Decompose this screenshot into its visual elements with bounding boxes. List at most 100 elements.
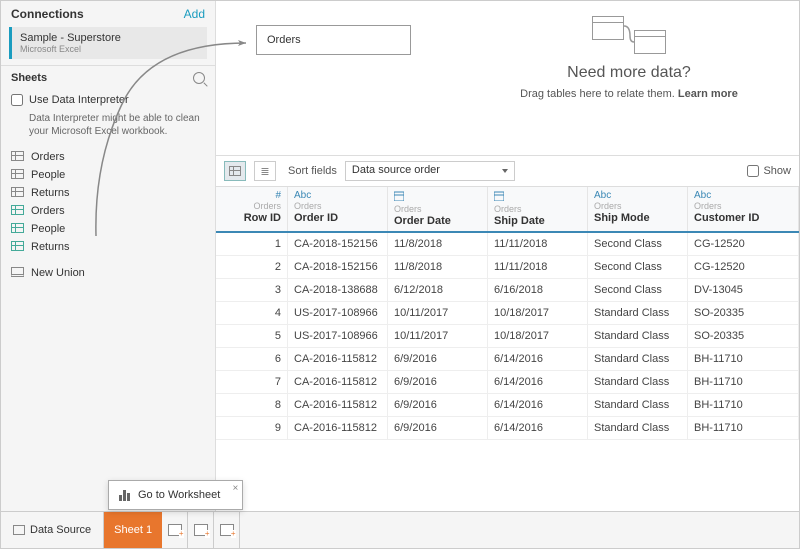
grid-toolbar: ≣ Sort fields Data source order Show — [216, 156, 799, 187]
relationship-canvas[interactable]: Orders Need more data? Drag tables here … — [216, 1, 799, 156]
cell: CA-2016-115812 — [288, 417, 388, 439]
sort-select[interactable]: Data source order — [345, 161, 515, 181]
table-icon — [11, 205, 25, 217]
cell: 6/9/2016 — [388, 394, 488, 416]
column-header[interactable]: #OrdersRow ID — [216, 187, 288, 231]
table-icon — [11, 151, 25, 163]
cell: BH-11710 — [688, 371, 799, 393]
table-row[interactable]: 1CA-2018-15215611/8/201811/11/2018Second… — [216, 233, 799, 256]
add-connection-link[interactable]: Add — [184, 7, 205, 21]
cell: 7 — [216, 371, 288, 393]
sheet-item[interactable]: Orders — [1, 148, 215, 166]
interpreter-row[interactable]: Use Data Interpreter — [1, 90, 215, 110]
cell: CA-2016-115812 — [288, 394, 388, 416]
canvas-table[interactable]: Orders — [256, 25, 411, 55]
cell: 10/18/2017 — [488, 302, 588, 324]
cell: CG-12520 — [688, 233, 799, 255]
connection-item[interactable]: Sample - Superstore Microsoft Excel — [9, 27, 207, 59]
sheet-name: Orders — [31, 151, 65, 163]
grid-header: #OrdersRow IDAbcOrdersOrder IDOrdersOrde… — [216, 187, 799, 233]
table-row[interactable]: 2CA-2018-15215611/8/201811/11/2018Second… — [216, 256, 799, 279]
cell: 6/14/2016 — [488, 348, 588, 370]
cell: Standard Class — [588, 394, 688, 416]
hint-title: Need more data? — [479, 64, 779, 82]
new-dashboard-button[interactable] — [188, 512, 214, 548]
chevron-down-icon — [502, 169, 508, 173]
sheet-item[interactable]: People — [1, 166, 215, 184]
tooltip-label: Go to Worksheet — [138, 489, 220, 501]
table-row[interactable]: 6CA-2016-1158126/9/20166/14/2016Standard… — [216, 348, 799, 371]
table-row[interactable]: 3CA-2018-1386886/12/20186/16/2018Second … — [216, 279, 799, 302]
table-icon — [11, 169, 25, 181]
column-header[interactable]: AbcOrdersCustomer ID — [688, 187, 799, 231]
sheet-item[interactable]: Returns — [1, 184, 215, 202]
cell: 6/14/2016 — [488, 371, 588, 393]
cell: Standard Class — [588, 302, 688, 324]
sheet-tab[interactable]: Sheet 1 — [104, 512, 162, 548]
cell: US-2017-108966 — [288, 325, 388, 347]
data-source-tab[interactable]: Data Source — [1, 512, 104, 548]
column-header[interactable]: AbcOrdersShip Mode — [588, 187, 688, 231]
interpreter-hint: Data Interpreter might be able to clean … — [1, 110, 215, 146]
relate-tables-icon — [479, 16, 779, 56]
sheet-item[interactable]: People — [1, 220, 215, 238]
go-to-worksheet-tooltip: Go to Worksheet × — [108, 480, 243, 510]
table-icon — [11, 241, 25, 253]
cell: 11/11/2018 — [488, 233, 588, 255]
learn-more-link[interactable]: Learn more — [678, 88, 738, 100]
table-row[interactable]: 4US-2017-10896610/11/201710/18/2017Stand… — [216, 302, 799, 325]
list-view-button[interactable]: ≣ — [254, 161, 276, 181]
interpreter-checkbox[interactable] — [11, 94, 23, 106]
cell: 6/12/2018 — [388, 279, 488, 301]
show-checkbox[interactable] — [747, 165, 759, 177]
cell: 10/18/2017 — [488, 325, 588, 347]
grid-body: 1CA-2018-15215611/8/201811/11/2018Second… — [216, 233, 799, 440]
new-sheet-button[interactable] — [162, 512, 188, 548]
new-story-button[interactable] — [214, 512, 240, 548]
new-union-label: New Union — [31, 267, 85, 279]
sheet-name: Orders — [31, 205, 65, 217]
sheet-name: People — [31, 169, 65, 181]
cell: US-2017-108966 — [288, 302, 388, 324]
search-icon[interactable] — [193, 72, 205, 84]
sheet-item[interactable]: Returns — [1, 238, 215, 256]
column-header[interactable]: OrdersOrder Date — [388, 187, 488, 231]
cell: 3 — [216, 279, 288, 301]
cell: CA-2016-115812 — [288, 371, 388, 393]
sheet-item[interactable]: Orders — [1, 202, 215, 220]
table-row[interactable]: 7CA-2016-1158126/9/20166/14/2016Standard… — [216, 371, 799, 394]
grid-view-button[interactable] — [224, 161, 246, 181]
cell: BH-11710 — [688, 348, 799, 370]
table-icon — [11, 187, 25, 199]
main-area: Orders Need more data? Drag tables here … — [216, 1, 799, 511]
cell: 6/14/2016 — [488, 394, 588, 416]
cell: 6/9/2016 — [388, 417, 488, 439]
close-icon[interactable]: × — [233, 483, 239, 494]
connection-name: Sample - Superstore — [20, 32, 199, 44]
cell: 10/11/2017 — [388, 325, 488, 347]
cell: BH-11710 — [688, 417, 799, 439]
connection-type: Microsoft Excel — [20, 44, 199, 54]
table-row[interactable]: 5US-2017-10896610/11/201710/18/2017Stand… — [216, 325, 799, 348]
show-aliases-toggle[interactable]: Show — [747, 165, 791, 177]
cell: 8 — [216, 394, 288, 416]
cell: CA-2016-115812 — [288, 348, 388, 370]
sidebar: Connections Add Sample - Superstore Micr… — [1, 1, 216, 511]
sheet-name: Returns — [31, 187, 70, 199]
bar-chart-icon — [119, 489, 130, 501]
table-row[interactable]: 9CA-2016-1158126/9/20166/14/2016Standard… — [216, 417, 799, 440]
cell: Second Class — [588, 256, 688, 278]
column-header[interactable]: OrdersShip Date — [488, 187, 588, 231]
cell: 2 — [216, 256, 288, 278]
table-row[interactable]: 8CA-2016-1158126/9/20166/14/2016Standard… — [216, 394, 799, 417]
bottom-bar: Data Source Sheet 1 — [0, 512, 800, 549]
union-icon — [11, 267, 25, 279]
canvas-table-name: Orders — [267, 34, 301, 46]
cell: 1 — [216, 233, 288, 255]
sheet-list: OrdersPeopleReturnsOrdersPeopleReturns — [1, 146, 215, 258]
connections-label: Connections — [11, 7, 84, 21]
new-union-button[interactable]: New Union — [1, 264, 215, 282]
cell: BH-11710 — [688, 394, 799, 416]
column-header[interactable]: AbcOrdersOrder ID — [288, 187, 388, 231]
cell: Standard Class — [588, 371, 688, 393]
